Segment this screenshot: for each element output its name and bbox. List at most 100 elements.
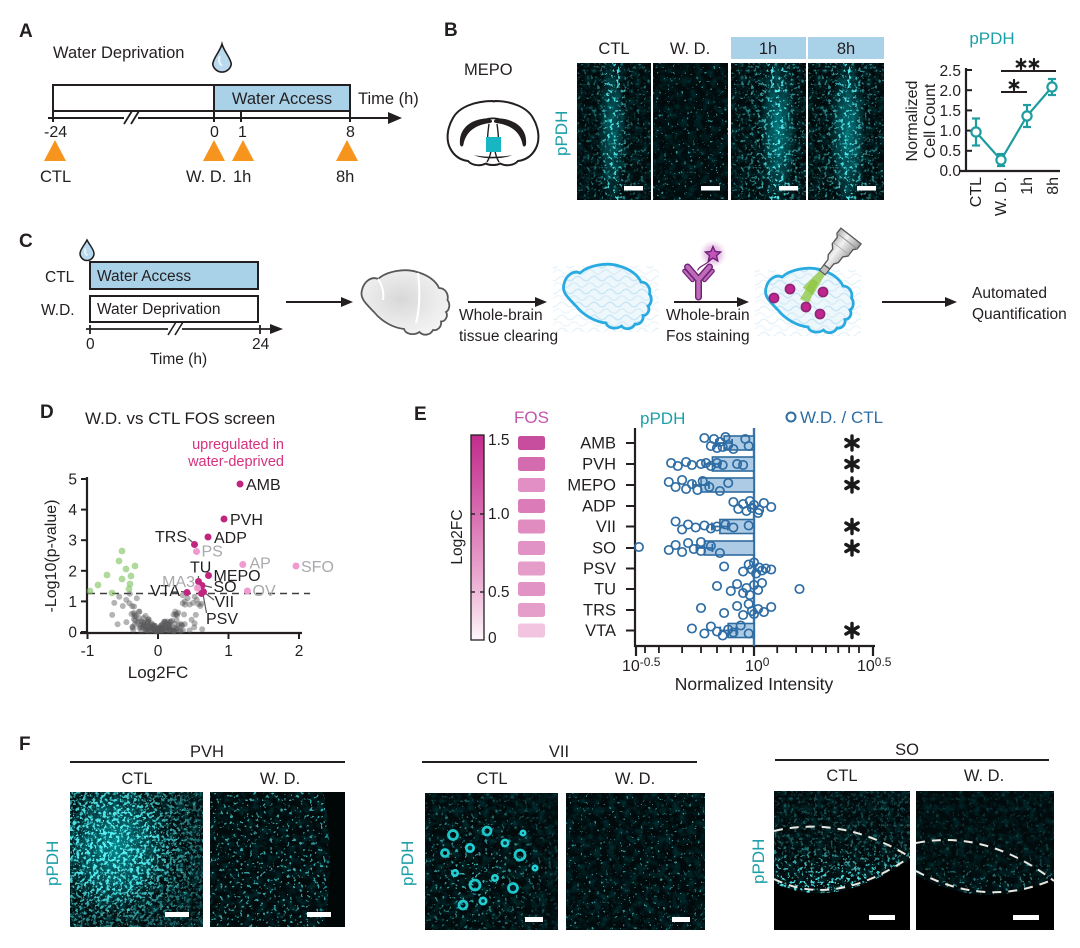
svg-text:8h: 8h xyxy=(1045,177,1062,195)
svg-text:VTA: VTA xyxy=(585,622,616,640)
svg-text:Automated: Automated xyxy=(972,285,1047,302)
svg-text:CTL: CTL xyxy=(476,770,507,788)
svg-text:1: 1 xyxy=(238,124,247,141)
svg-text:water-deprived: water-deprived xyxy=(187,454,284,470)
svg-text:8h: 8h xyxy=(837,40,855,58)
svg-text:W.D.: W.D. xyxy=(41,302,75,319)
svg-text:MA3: MA3 xyxy=(162,574,195,591)
svg-text:CTL: CTL xyxy=(968,177,985,207)
svg-text:pPDH: pPDH xyxy=(749,839,768,884)
svg-text:FOS: FOS xyxy=(514,408,549,427)
svg-text:pPDH: pPDH xyxy=(43,841,62,886)
svg-text:W.D. / CTL: W.D. / CTL xyxy=(800,408,883,427)
svg-text:W.D. vs CTL FOS screen: W.D. vs CTL FOS screen xyxy=(85,409,275,428)
svg-text:SO: SO xyxy=(592,540,616,558)
svg-text:CTL: CTL xyxy=(121,770,152,788)
svg-text:VTA: VTA xyxy=(150,583,180,600)
svg-text:OV: OV xyxy=(253,583,276,600)
svg-text:0: 0 xyxy=(68,625,77,642)
svg-text:Water Access: Water Access xyxy=(232,90,332,108)
svg-text:100: 100 xyxy=(745,655,770,675)
svg-text:PSV: PSV xyxy=(583,560,616,578)
svg-text:1: 1 xyxy=(224,643,233,660)
svg-text:SFO: SFO xyxy=(301,559,334,576)
svg-text:Normalized: Normalized xyxy=(904,81,921,162)
svg-text:Quantification: Quantification xyxy=(972,306,1067,323)
svg-text:AMB: AMB xyxy=(246,477,281,494)
svg-text:Log2FC: Log2FC xyxy=(128,663,188,682)
svg-text:PS: PS xyxy=(202,544,223,561)
svg-text:1.0: 1.0 xyxy=(488,506,510,523)
svg-text:2.0: 2.0 xyxy=(939,83,961,100)
svg-text:ADP: ADP xyxy=(214,530,247,547)
svg-text:Whole-brain: Whole-brain xyxy=(459,307,543,324)
svg-text:PSV: PSV xyxy=(206,611,238,628)
svg-text:TRS: TRS xyxy=(583,602,616,620)
svg-text:1h: 1h xyxy=(1019,177,1036,195)
svg-text:PVH: PVH xyxy=(230,512,263,529)
svg-text:2: 2 xyxy=(68,563,77,580)
svg-text:PVH: PVH xyxy=(190,743,224,761)
svg-text:1h: 1h xyxy=(759,40,777,58)
svg-text:-1: -1 xyxy=(81,643,95,660)
svg-text:0: 0 xyxy=(210,124,219,141)
svg-text:CTL: CTL xyxy=(826,767,857,785)
svg-text:4: 4 xyxy=(68,502,77,519)
svg-text:W. D.: W. D. xyxy=(615,770,655,788)
svg-text:VII: VII xyxy=(596,518,616,536)
svg-text:2.5: 2.5 xyxy=(939,63,961,80)
svg-text:1.5: 1.5 xyxy=(488,432,510,449)
svg-text:0.5: 0.5 xyxy=(488,584,510,601)
svg-text:W. D.: W. D. xyxy=(964,767,1004,785)
svg-text:tissue clearing: tissue clearing xyxy=(459,328,558,345)
svg-text:W. D.: W. D. xyxy=(993,177,1010,216)
svg-text:D: D xyxy=(40,402,54,423)
svg-text:F: F xyxy=(19,734,31,755)
svg-text:B: B xyxy=(444,20,458,41)
svg-text:upregulated in: upregulated in xyxy=(192,437,284,453)
svg-text:SO: SO xyxy=(895,741,919,759)
svg-text:8: 8 xyxy=(346,124,355,141)
svg-text:TU: TU xyxy=(594,581,616,599)
svg-text:VII: VII xyxy=(549,743,569,761)
svg-text:Time (h): Time (h) xyxy=(150,351,207,368)
svg-text:Water Deprivation: Water Deprivation xyxy=(53,44,184,62)
svg-text:0: 0 xyxy=(488,630,497,647)
svg-text:Normalized Intensity: Normalized Intensity xyxy=(675,674,834,694)
svg-text:CTL: CTL xyxy=(40,168,71,186)
svg-text:1: 1 xyxy=(68,594,77,611)
svg-text:0: 0 xyxy=(154,643,163,660)
svg-text:W. D.: W. D. xyxy=(260,770,300,788)
svg-text:pPDH: pPDH xyxy=(552,111,571,156)
svg-text:VII: VII xyxy=(215,594,235,611)
svg-text:pPDH: pPDH xyxy=(640,409,685,428)
svg-text:pPDH: pPDH xyxy=(398,841,417,886)
svg-text:0: 0 xyxy=(86,336,95,353)
svg-text:3: 3 xyxy=(68,533,77,550)
svg-text:CTL: CTL xyxy=(45,269,75,286)
svg-text:0.0: 0.0 xyxy=(939,163,961,180)
svg-text:-24: -24 xyxy=(44,124,67,141)
svg-text:TRS: TRS xyxy=(155,529,187,546)
svg-text:Water Deprivation: Water Deprivation xyxy=(97,301,220,318)
svg-text:MEPO: MEPO xyxy=(464,61,513,79)
svg-text:1h: 1h xyxy=(233,168,251,186)
svg-text:24: 24 xyxy=(252,336,270,353)
svg-text:Cell Count: Cell Count xyxy=(922,83,939,158)
svg-text:W. D.: W. D. xyxy=(670,40,710,58)
svg-text:Time (h): Time (h) xyxy=(358,90,419,108)
svg-text:PVH: PVH xyxy=(582,456,616,474)
svg-text:1.0: 1.0 xyxy=(939,123,961,140)
svg-text:CTL: CTL xyxy=(598,40,629,58)
svg-text:W. D.: W. D. xyxy=(186,168,226,186)
svg-text:8h: 8h xyxy=(336,168,354,186)
svg-text:-Log10(p-value): -Log10(p-value) xyxy=(43,500,60,613)
svg-text:100.5: 100.5 xyxy=(857,655,892,675)
svg-text:AMB: AMB xyxy=(580,435,616,453)
svg-text:AP: AP xyxy=(250,556,271,573)
svg-text:pPDH: pPDH xyxy=(969,29,1014,48)
svg-text:E: E xyxy=(414,404,427,425)
svg-text:5: 5 xyxy=(68,472,77,489)
svg-text:Fos staining: Fos staining xyxy=(666,328,750,345)
svg-text:Log2FC: Log2FC xyxy=(449,509,466,564)
